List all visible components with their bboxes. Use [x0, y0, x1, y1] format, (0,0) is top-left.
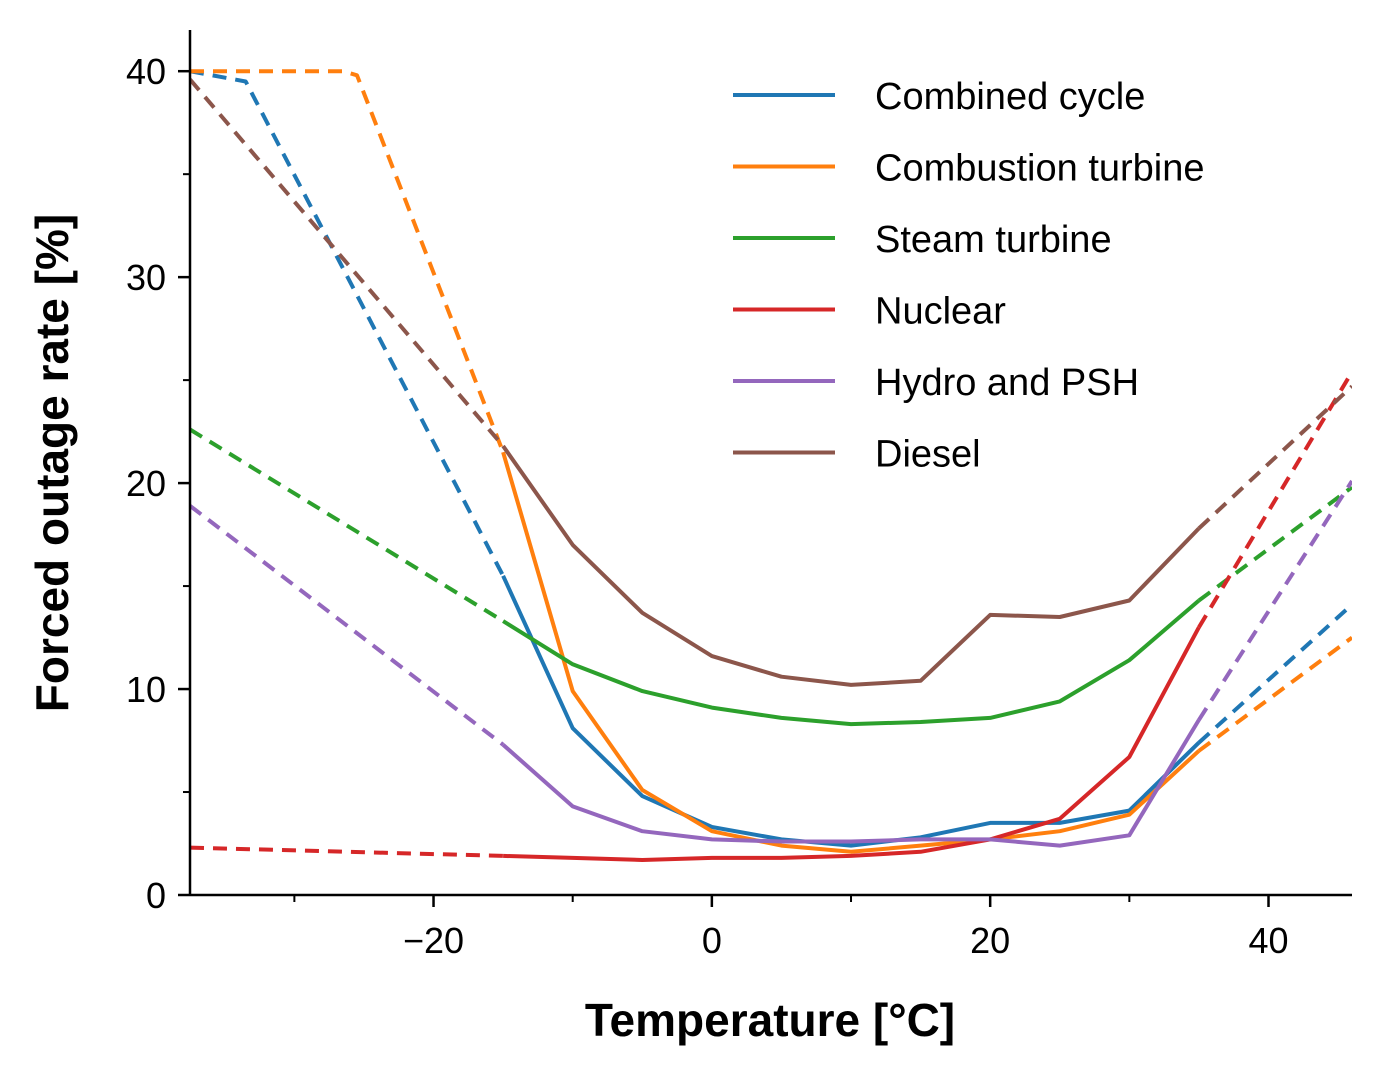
series-steam-turbine-extrapolated-low — [190, 427, 505, 623]
axes: −20 0 20 40 0 10 20 30 40 — [126, 30, 1352, 961]
series-nuclear-observed — [503, 626, 1201, 862]
series-hydro-and-psh-extrapolated-low — [190, 504, 505, 747]
y-tick-label: 20 — [126, 463, 166, 504]
series-diesel-extrapolated-high — [1197, 384, 1352, 530]
x-tick-label: 0 — [702, 920, 722, 961]
series-combined-cycle-observed — [501, 574, 1201, 848]
y-tick-label: 30 — [126, 257, 166, 298]
series-hydro-and-psh-observed — [501, 718, 1201, 848]
y-axis-title: Forced outage rate [%] — [26, 214, 78, 712]
series-combustion-turbine-observed — [501, 451, 1201, 854]
y-tick-label: 10 — [126, 669, 166, 710]
series-diesel-extrapolated-low — [190, 78, 505, 448]
series-hydro-and-psh-extrapolated-high — [1197, 479, 1352, 721]
x-tick-label: 40 — [1248, 920, 1288, 961]
y-tick-label: 0 — [146, 875, 166, 916]
series-combined-cycle-extrapolated-low — [190, 69, 505, 577]
legend-label: Nuclear — [875, 291, 1006, 333]
x-axis-title: Temperature [°C] — [585, 994, 955, 1046]
legend-label: Hydro and PSH — [875, 362, 1139, 404]
series-steam-turbine-extrapolated-high — [1197, 485, 1352, 603]
x-tick-label: −20 — [403, 920, 464, 961]
legend-label: Diesel — [875, 434, 981, 476]
series-lines — [190, 69, 1352, 862]
legend-label: Steam turbine — [875, 219, 1112, 261]
series-nuclear-extrapolated-high — [1197, 370, 1352, 629]
series-combustion-turbine-extrapolated-high — [1197, 635, 1352, 753]
series-steam-turbine-observed — [502, 598, 1201, 727]
legend-label: Combustion turbine — [875, 148, 1205, 190]
series-combined-cycle-extrapolated-high — [1197, 603, 1352, 745]
series-diesel-observed — [501, 444, 1201, 687]
series-nuclear-extrapolated-low — [190, 845, 504, 858]
series-combustion-turbine-extrapolated-low — [190, 69, 505, 453]
legend-label: Combined cycle — [875, 76, 1145, 118]
y-tick-label: 40 — [126, 51, 166, 92]
x-tick-label: 20 — [970, 920, 1010, 961]
legend: Combined cycle Combustion turbine Steam tu… — [733, 76, 1205, 476]
